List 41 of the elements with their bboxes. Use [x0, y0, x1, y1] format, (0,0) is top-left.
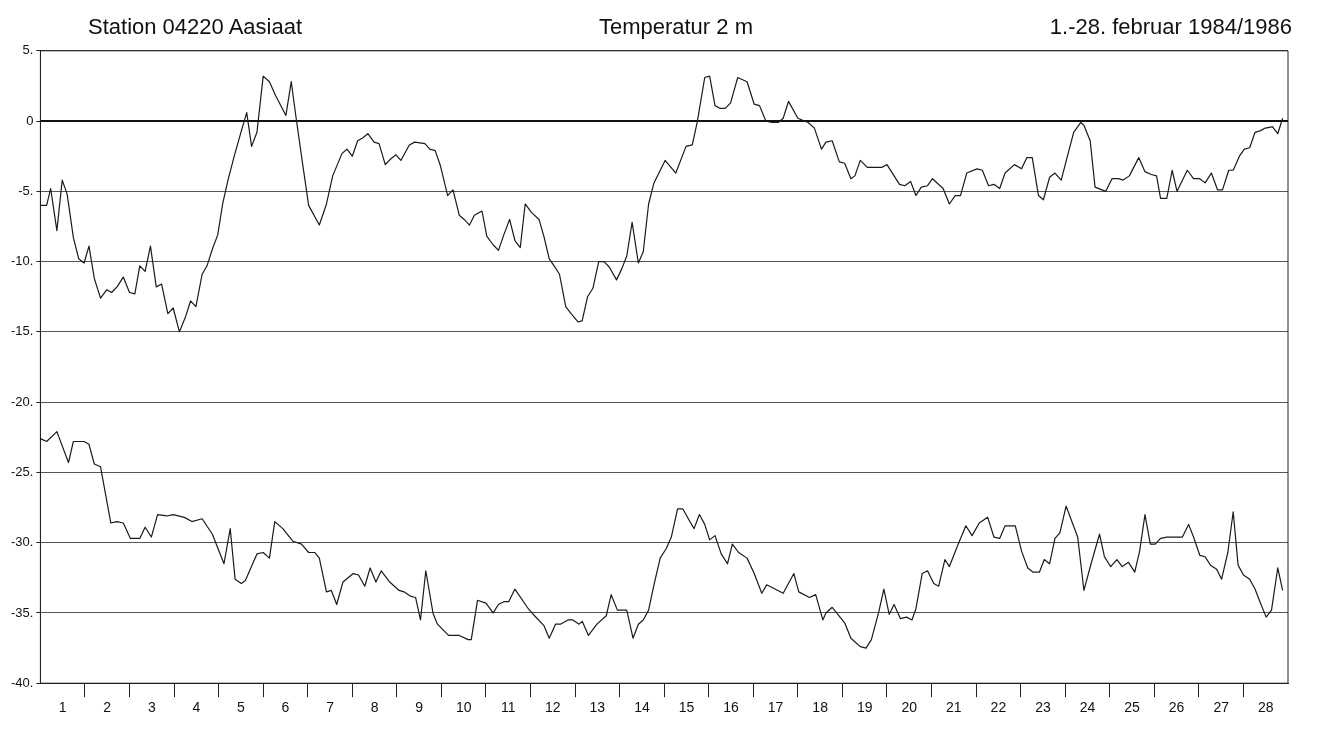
x-tick-label: 20 — [901, 699, 918, 716]
x-tick-label: 17 — [767, 699, 784, 716]
x-tick-label: 6 — [281, 699, 290, 716]
x-tick-label: 14 — [634, 699, 650, 716]
x-tick-label: 24 — [1079, 699, 1096, 716]
x-tick-label: 16 — [723, 699, 740, 716]
x-tick-label: 22 — [990, 699, 1007, 716]
x-tick-label: 28 — [1257, 699, 1274, 716]
x-tick-label: 7 — [326, 699, 335, 716]
x-tick-label: 10 — [455, 699, 472, 716]
x-tick-label: 13 — [589, 699, 606, 716]
x-tick-label: 2 — [103, 699, 112, 716]
text: Station 04220 Aasiaat — [88, 14, 303, 40]
x-tick-label: 11 — [500, 699, 516, 716]
y-tick-label: -15. — [10, 323, 34, 339]
x-tick-label: 25 — [1124, 699, 1141, 716]
chart-title: Temperatur 2 m — [598, 14, 753, 40]
y-tick-label: 5. — [22, 42, 34, 58]
y-tick-label: -35. — [10, 604, 34, 620]
text: 1.-28. februar 1984/1986 — [1049, 14, 1292, 40]
y-tick-label: -10. — [10, 253, 34, 269]
x-tick-label: 26 — [1168, 699, 1185, 716]
x-tick-label: 12 — [545, 699, 561, 716]
x-tick-label: 19 — [856, 699, 873, 716]
x-tick-label: 3 — [147, 699, 156, 716]
x-tick-label: 21 — [946, 699, 962, 716]
y-tick-label: -30. — [10, 534, 34, 550]
x-tick-label: 18 — [812, 699, 829, 716]
y-tick-label: -20. — [10, 393, 34, 409]
y-tick-label: -40. — [10, 674, 34, 690]
y-tick-label: 0 — [26, 112, 34, 128]
y-tick-label: -25. — [10, 463, 34, 479]
x-tick-label: 1 — [58, 699, 67, 716]
x-tick-label: 15 — [678, 699, 695, 716]
y-tick-label: -5. — [18, 182, 34, 198]
x-tick-label: 4 — [192, 699, 201, 716]
x-tick-label: 8 — [370, 699, 379, 716]
x-tick-label: 27 — [1213, 699, 1230, 716]
x-tick-label: 23 — [1035, 699, 1051, 716]
x-tick-label: 9 — [415, 699, 424, 716]
x-tick-label: 5 — [237, 699, 246, 716]
